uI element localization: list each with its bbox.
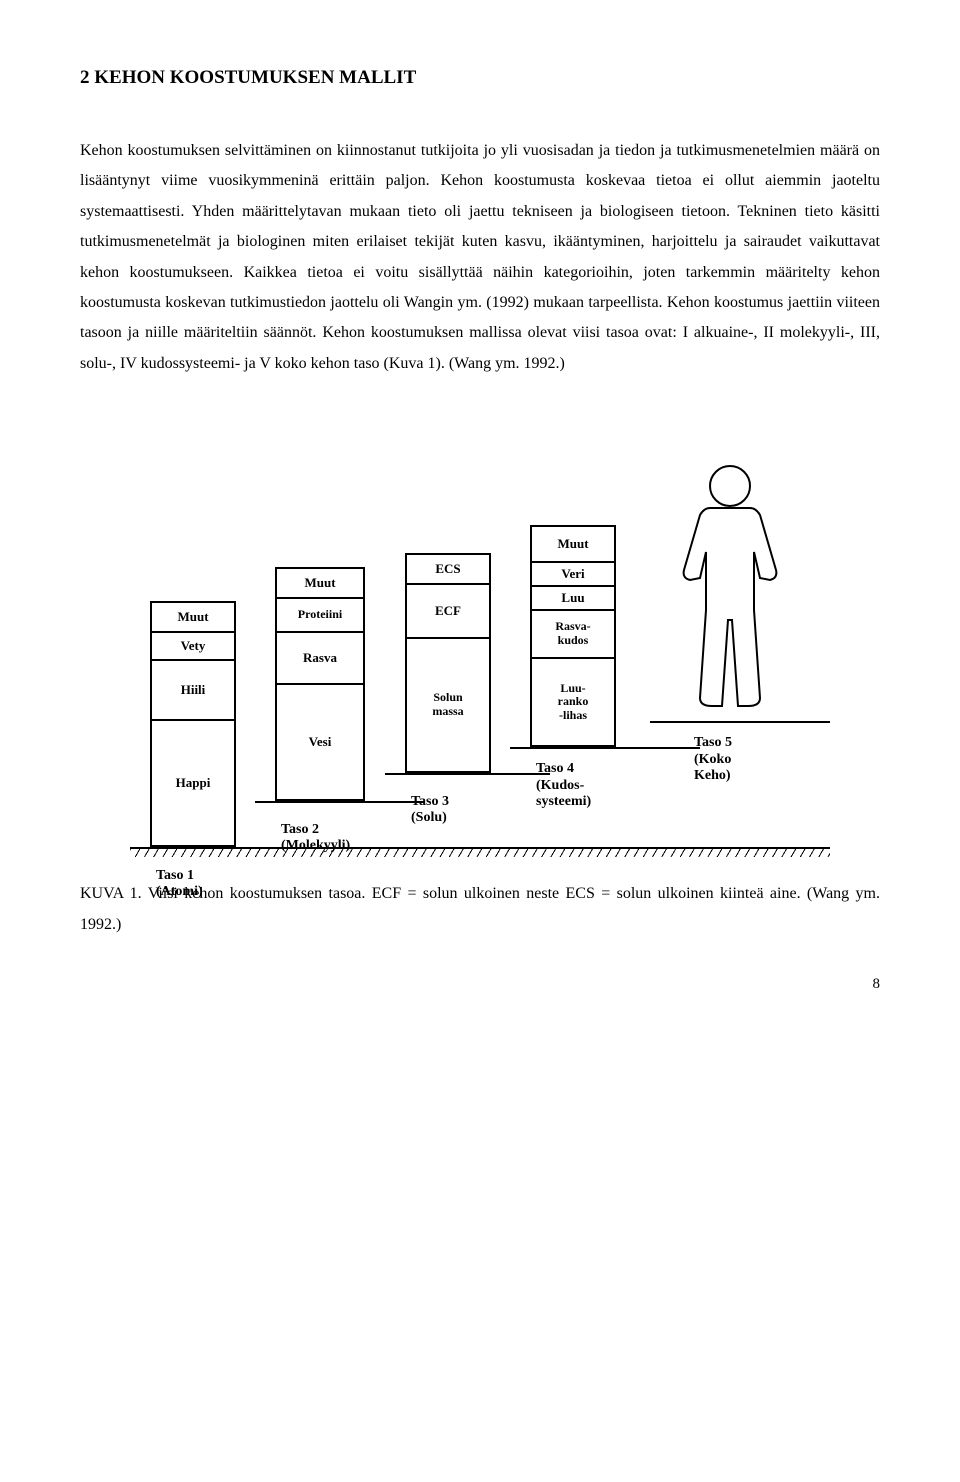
compartment-box: Happi [150, 719, 236, 847]
level-4-label: Taso 4(Kudos-systeemi) [536, 761, 591, 811]
page-number: 8 [80, 970, 880, 999]
compartment-box: Rasva-kudos [530, 609, 616, 657]
ground-step-2 [255, 801, 425, 803]
level-1-label: Taso 1(Atomi) [156, 868, 203, 902]
section-heading: 2 KEHON KOOSTUMUKSEN MALLIT [80, 60, 880, 96]
level-2-molekyyli-column: VesiRasvaProteiiniMuut [275, 567, 365, 801]
compartment-box: Hiili [150, 659, 236, 719]
compartment-box: Rasva [275, 631, 365, 683]
level-5-koko-keho-column [670, 460, 790, 721]
level-1-atomi-column: HappiHiiliVetyMuut [150, 601, 236, 847]
ground-step-3 [385, 773, 550, 775]
compartment-box: Vety [150, 631, 236, 659]
baseline-hatching [130, 849, 830, 857]
compartment-box: Muut [150, 601, 236, 631]
compartment-box: ECF [405, 583, 491, 637]
compartment-box: Vesi [275, 683, 365, 801]
level-3-solu-column: SolunmassaECFECS [405, 553, 491, 773]
body-composition-diagram: HappiHiiliVetyMuut Taso 1(Atomi) VesiRas… [130, 409, 830, 849]
compartment-box: Muut [530, 525, 616, 561]
compartment-box: ECS [405, 553, 491, 583]
ground-step-5 [650, 721, 830, 723]
ground-step-4 [510, 747, 700, 749]
compartment-box: Luu [530, 585, 616, 609]
body-paragraph: Kehon koostumuksen selvittäminen on kiin… [80, 136, 880, 379]
compartment-box: Luu-ranko-lihas [530, 657, 616, 747]
level-3-label: Taso 3(Solu) [411, 794, 449, 828]
compartment-box: Proteiini [275, 597, 365, 631]
human-figure-icon [670, 460, 790, 710]
compartment-box: Veri [530, 561, 616, 585]
diagram-baseline [130, 847, 830, 849]
level-4-kudossysteemi-column: Luu-ranko-lihasRasva-kudosLuuVeriMuut [530, 525, 616, 747]
level-5-label: Taso 5(KokoKeho) [694, 735, 732, 785]
compartment-box: Muut [275, 567, 365, 597]
compartment-box: Solunmassa [405, 637, 491, 773]
